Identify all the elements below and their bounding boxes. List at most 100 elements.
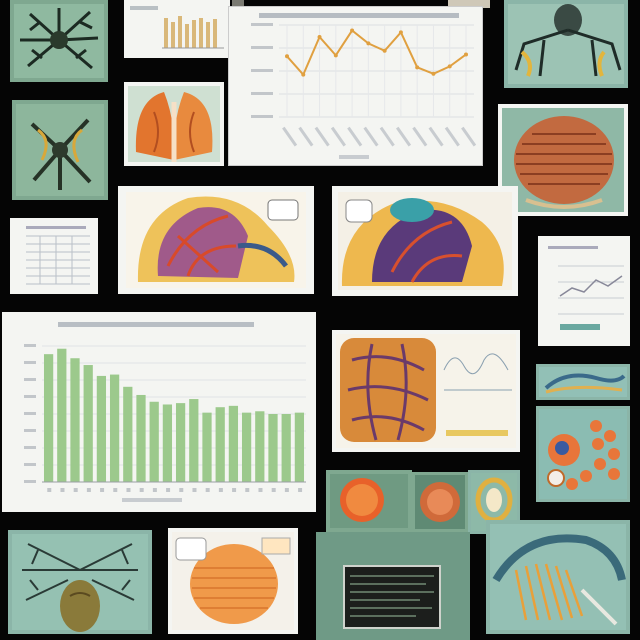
fibrous-tissue-illustration [490, 524, 626, 630]
series-line [286, 29, 467, 77]
y-tick-label [251, 46, 273, 49]
orange-tissue-card [168, 528, 298, 634]
nerve-illustration [14, 4, 104, 78]
data-point [447, 64, 452, 69]
bar [43, 354, 54, 482]
data-point [366, 41, 371, 46]
x-tick-label [192, 488, 197, 492]
data-point [350, 28, 355, 33]
x-axis-label [339, 155, 369, 159]
x-tick-label [282, 126, 298, 147]
x-tick-label [47, 488, 52, 492]
bar [255, 411, 265, 482]
bar [175, 403, 186, 482]
x-tick-label [100, 488, 105, 492]
x-tick-label [284, 488, 289, 492]
bar [149, 401, 159, 482]
bar [83, 365, 93, 482]
coil-illustration-card [536, 364, 630, 400]
bar [281, 414, 291, 482]
cell-sample-card-1 [326, 470, 412, 532]
x-tick-label [271, 488, 276, 492]
x-tick-label [395, 126, 412, 147]
y-tick-label [24, 429, 36, 432]
gray-scrap [448, 0, 490, 8]
data-point [431, 71, 436, 76]
x-tick-label [179, 488, 184, 492]
bar [215, 407, 225, 482]
bar [70, 358, 80, 482]
bar [294, 412, 305, 482]
x-tick-label [412, 126, 428, 147]
y-tick-label [251, 69, 273, 72]
coil-illustration [539, 367, 627, 397]
x-tick-label [166, 488, 171, 492]
y-tick-label [24, 463, 36, 466]
bar [202, 412, 212, 482]
anatomy-illustration-card [504, 0, 628, 88]
brain-stem-illustration [12, 534, 148, 632]
bar [228, 405, 239, 482]
cell-cluster-illustration [539, 409, 627, 499]
colorful-organ-illustration [126, 192, 306, 288]
data-point [285, 54, 289, 59]
y-tick-label [24, 480, 36, 483]
table-thumbnail-card [10, 218, 98, 294]
x-tick-label [363, 126, 379, 147]
x-tick-label [258, 488, 263, 492]
monitor-screen-image [316, 532, 470, 640]
x-tick-label [330, 126, 346, 147]
x-tick-label [379, 126, 395, 147]
y-tick-label [24, 378, 36, 381]
bar-chart-thumbnail-card [124, 0, 230, 58]
bar-chart-card [2, 312, 316, 512]
brain-stem-card [8, 530, 152, 634]
data-point [317, 34, 322, 39]
bar [162, 404, 173, 482]
chart-title-bar [58, 322, 254, 327]
line-chart [251, 13, 477, 159]
x-tick-label [232, 488, 237, 492]
orange-organ-card [124, 82, 224, 166]
orange-tissue-illustration [172, 532, 294, 630]
bar-chart [24, 322, 306, 502]
data-point [464, 52, 468, 57]
y-tick-label [251, 23, 273, 26]
bar [96, 375, 107, 482]
textured-organ-illustration [502, 108, 624, 212]
x-axis-label [122, 498, 182, 502]
y-tick-label [251, 115, 273, 118]
nerve-illustration-card [10, 0, 108, 82]
x-tick-label [298, 126, 314, 147]
y-tick-label [24, 412, 36, 415]
x-tick-label [139, 488, 144, 492]
cell-sample-image [415, 475, 465, 529]
x-tick-label [113, 488, 118, 492]
x-tick-label [73, 488, 78, 492]
x-tick-label [428, 126, 444, 147]
table-thumbnail [26, 226, 90, 285]
monitor-screen-card [316, 532, 470, 640]
x-tick-label [461, 126, 477, 147]
x-tick-label [314, 126, 330, 147]
small-line-chart-card [538, 236, 630, 346]
bar [57, 348, 67, 482]
x-tick-label [298, 488, 303, 492]
organ-with-chart-card [332, 330, 520, 452]
bar [268, 414, 278, 482]
bar [109, 374, 120, 482]
bar [123, 386, 133, 482]
data-point [333, 53, 338, 58]
chart-title-bar [259, 13, 459, 18]
y-tick-label [251, 92, 273, 95]
colorful-organ-card-2 [332, 186, 518, 296]
cell-sample-image [330, 474, 408, 528]
textured-organ-card [498, 104, 628, 216]
cell-cluster-card [536, 406, 630, 502]
x-tick-label [218, 488, 223, 492]
x-tick-label [444, 126, 460, 147]
data-point [301, 72, 306, 77]
vascular-illustration-card [12, 100, 108, 200]
vascular-illustration [16, 104, 104, 196]
